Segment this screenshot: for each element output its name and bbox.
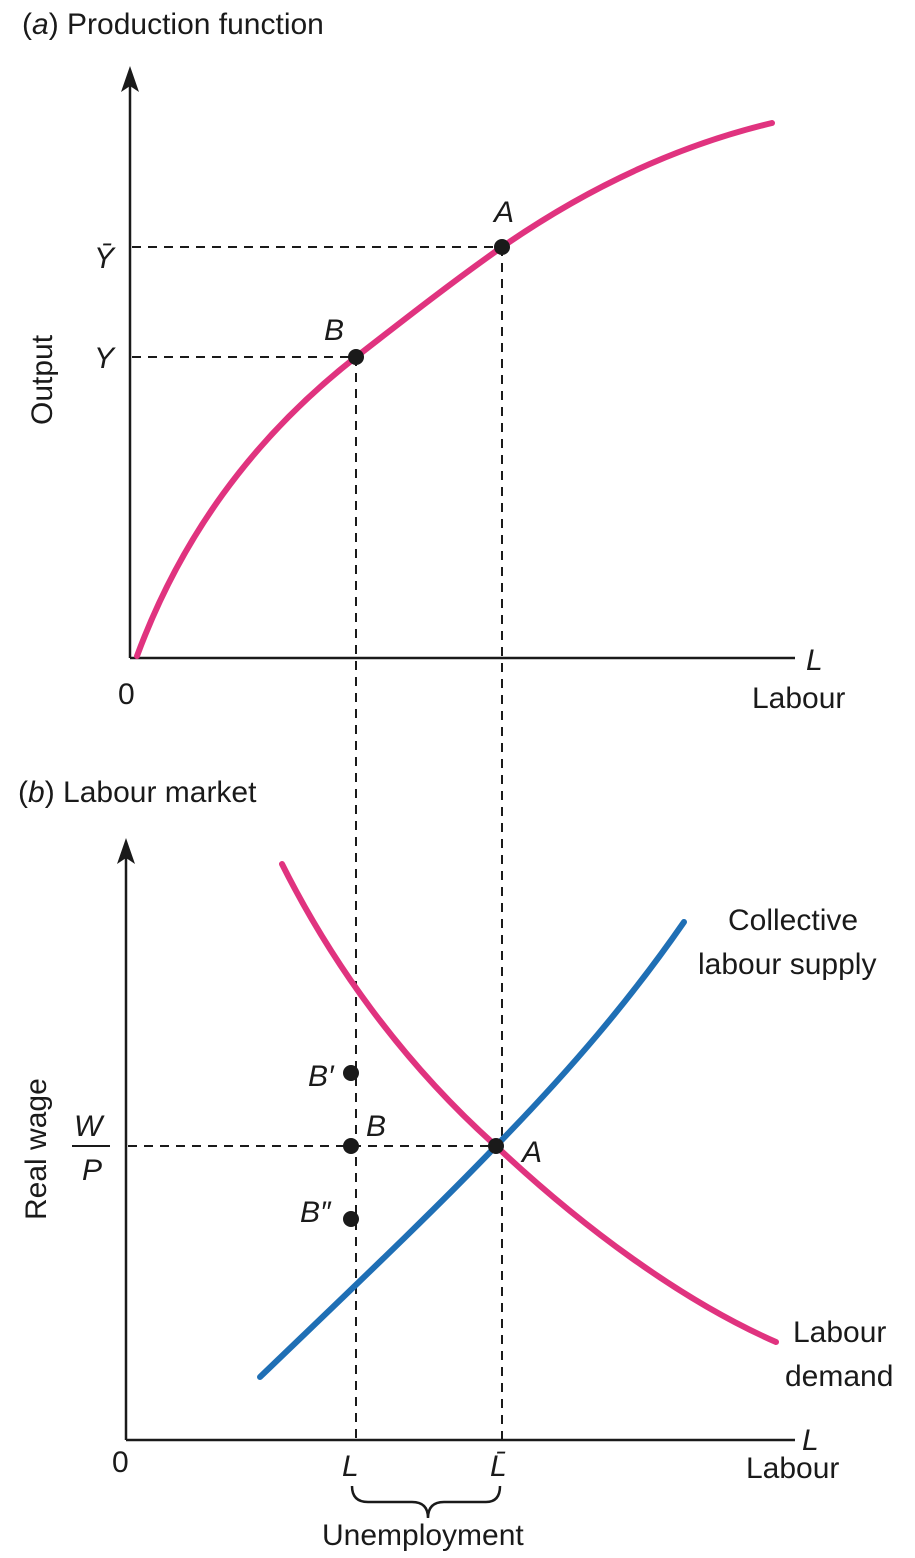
supply-label-line1: Collective [728,904,858,937]
panel-a-letter: a [32,8,49,41]
unemployment-brace [350,1485,502,1519]
demand-label-line2: demand [785,1360,893,1393]
unemployment-label: Unemployment [322,1519,524,1552]
panel-b-y-arrow [117,838,135,864]
label-point-b-double-prime: B″ [300,1196,332,1229]
production-function-curve [134,120,775,659]
panel-a-title: (a) Production function [22,8,324,41]
panel-a-x-label: Labour [752,682,845,715]
panel-b-origin: 0 [112,1446,129,1479]
panel-a-y-label: Output [26,334,59,425]
panel-b: (b) Labour market L Labour 0 Real wage W… [18,776,893,1552]
label-point-b-production: B [324,314,344,347]
label-point-a-market: A [520,1136,542,1169]
panel-a-x-symbol: L [806,644,823,677]
panel-a-origin: 0 [118,678,135,711]
demand-label-line1: Labour [793,1316,886,1349]
label-point-b-prime: B′ [308,1060,335,1093]
tick-lbar: L̄ [490,1450,507,1483]
panel-a-title-text: Production function [67,8,324,41]
tick-ybar: Ȳ [94,242,116,275]
supply-label-line2: labour supply [698,948,876,981]
tick-l: L [342,1450,359,1483]
wage-denominator: P [82,1154,102,1187]
label-point-a-production: A [492,196,514,229]
wage-numerator: W [74,1110,105,1143]
panel-b-y-label: Real wage [20,1078,53,1220]
panel-a: (a) Production function L Labour 0 Outpu… [22,8,845,715]
point-b-market [343,1138,359,1154]
tick-y: Y [94,342,116,375]
panel-b-x-symbol: L [802,1424,819,1457]
point-b-double-prime [343,1211,359,1227]
point-a-market [488,1138,504,1154]
panel-b-title-text: Labour market [63,776,257,809]
point-b-prime [343,1065,359,1081]
panel-b-title: (b) Labour market [18,776,257,809]
panel-b-x-label: Labour [746,1452,839,1485]
labour-supply-curve [257,919,687,1380]
panel-b-letter: b [28,776,45,809]
panel-a-y-arrow [121,66,139,92]
label-point-b-market: B [366,1110,386,1143]
